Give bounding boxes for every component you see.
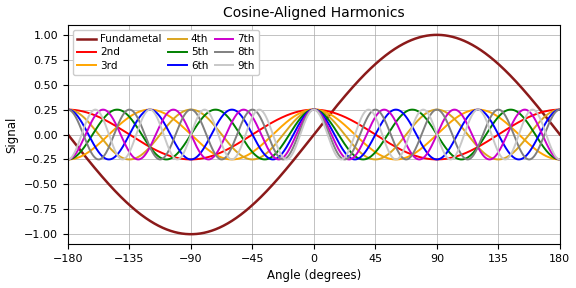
8th: [95, 158, 102, 161]
9th: [90, 109, 97, 112]
Fundametal: [188, 232, 195, 236]
5th: [542, 148, 549, 151]
4th: [65, 108, 71, 111]
3rd: [542, 154, 549, 158]
3rd: [90, 147, 97, 151]
9th: [556, 158, 563, 161]
6th: [304, 111, 311, 114]
3rd: [146, 108, 153, 111]
2nd: [188, 158, 195, 161]
8th: [452, 141, 459, 144]
Legend: Fundametal, 2nd, 3rd, 4th, 5th, 6th, 7th, 8th, 9th: Fundametal, 2nd, 3rd, 4th, 5th, 6th, 7th…: [73, 30, 259, 75]
Fundametal: [543, 115, 550, 118]
8th: [65, 108, 71, 111]
8th: [291, 143, 298, 147]
Line: 8th: 8th: [68, 110, 560, 160]
3rd: [556, 158, 563, 161]
9th: [452, 154, 459, 157]
7th: [240, 108, 247, 111]
9th: [92, 108, 98, 111]
2nd: [90, 113, 97, 116]
2nd: [556, 108, 563, 111]
8th: [542, 130, 549, 133]
3rd: [452, 116, 459, 120]
8th: [90, 154, 97, 157]
5th: [113, 108, 120, 111]
Fundametal: [291, 158, 298, 161]
9th: [542, 131, 549, 134]
4th: [304, 109, 311, 113]
Line: 6th: 6th: [68, 110, 560, 160]
8th: [543, 129, 550, 133]
Fundametal: [433, 33, 440, 37]
Fundametal: [452, 36, 459, 39]
6th: [270, 158, 276, 161]
4th: [543, 114, 550, 118]
6th: [542, 121, 549, 125]
4th: [452, 118, 459, 122]
6th: [90, 141, 97, 145]
9th: [543, 132, 550, 135]
5th: [291, 125, 298, 128]
7th: [90, 117, 97, 121]
3rd: [304, 109, 311, 112]
6th: [543, 121, 550, 124]
9th: [304, 115, 311, 118]
4th: [291, 119, 298, 123]
6th: [556, 108, 563, 111]
8th: [304, 113, 311, 117]
8th: [556, 108, 563, 111]
4th: [126, 158, 133, 161]
3rd: [65, 158, 71, 161]
9th: [65, 158, 71, 161]
Fundametal: [65, 133, 71, 136]
3rd: [291, 115, 298, 118]
Line: 5th: 5th: [68, 110, 560, 160]
6th: [452, 136, 459, 140]
2nd: [543, 109, 550, 113]
Fundametal: [556, 133, 563, 136]
5th: [452, 156, 459, 159]
X-axis label: Angle (degrees): Angle (degrees): [267, 270, 361, 283]
6th: [291, 131, 298, 134]
Title: Cosine-Aligned Harmonics: Cosine-Aligned Harmonics: [223, 5, 405, 20]
5th: [543, 148, 550, 152]
6th: [65, 108, 71, 111]
5th: [556, 158, 563, 161]
2nd: [65, 108, 71, 111]
Line: 2nd: 2nd: [68, 110, 560, 160]
Fundametal: [304, 141, 311, 145]
Line: 9th: 9th: [68, 110, 560, 160]
5th: [90, 132, 97, 135]
5th: [304, 110, 311, 113]
Line: Fundametal: Fundametal: [68, 35, 560, 234]
Line: 3rd: 3rd: [68, 110, 560, 160]
Fundametal: [90, 164, 97, 168]
2nd: [304, 108, 311, 112]
4th: [542, 114, 549, 118]
9th: [291, 148, 298, 152]
Line: 7th: 7th: [68, 110, 560, 160]
4th: [556, 108, 563, 111]
7th: [542, 140, 549, 143]
7th: [304, 112, 311, 115]
7th: [452, 108, 459, 111]
2nd: [291, 111, 298, 114]
7th: [543, 141, 550, 144]
5th: [65, 158, 71, 161]
Y-axis label: Signal: Signal: [6, 116, 18, 153]
7th: [65, 158, 71, 161]
7th: [291, 137, 298, 141]
Fundametal: [543, 115, 550, 119]
2nd: [452, 155, 459, 158]
4th: [90, 126, 97, 129]
Line: 4th: 4th: [68, 110, 560, 160]
3rd: [543, 154, 550, 158]
2nd: [542, 109, 549, 113]
7th: [556, 158, 563, 161]
